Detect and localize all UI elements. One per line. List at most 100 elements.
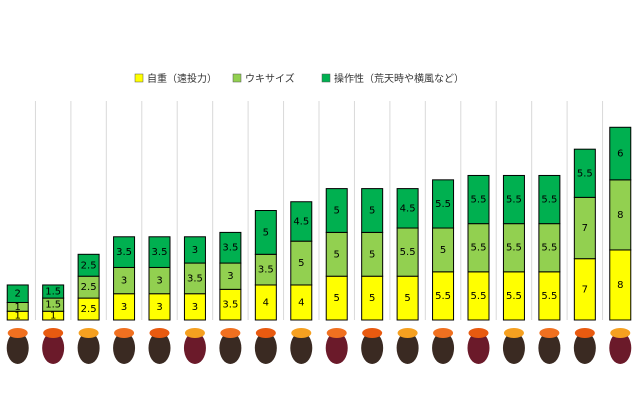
- data-label: 5: [369, 293, 375, 304]
- float-top: [539, 328, 560, 338]
- data-label: 8: [617, 280, 623, 291]
- bar-segment: [325, 188, 348, 233]
- data-label: 8: [617, 210, 623, 221]
- legend-label: ウキサイズ: [245, 72, 295, 85]
- bar-segment: [432, 179, 455, 229]
- float-top: [291, 328, 312, 338]
- data-label: 3.5: [116, 247, 132, 258]
- data-label: 3: [156, 302, 162, 313]
- data-label: 5: [369, 249, 375, 260]
- data-label: 3: [121, 302, 127, 313]
- bar-segment: [290, 201, 313, 242]
- data-label: 5.5: [471, 243, 487, 254]
- data-label: 5.5: [506, 291, 522, 302]
- data-label: 3.5: [222, 243, 238, 254]
- float-body: [325, 332, 348, 364]
- data-label: 5.5: [435, 291, 451, 302]
- bar-segment: [183, 236, 206, 264]
- float-body: [290, 332, 313, 364]
- data-label: 7: [582, 284, 588, 295]
- bar-segment: [502, 174, 525, 225]
- float-body: [113, 332, 136, 364]
- float-top: [397, 328, 418, 338]
- data-label: 5.5: [541, 291, 557, 302]
- legend-swatch: [321, 73, 331, 83]
- float-body: [254, 332, 277, 364]
- float-body: [361, 332, 384, 364]
- float-body: [148, 332, 171, 364]
- float-top: [574, 328, 595, 338]
- data-label: 2: [15, 289, 21, 300]
- data-label: 6: [617, 149, 623, 160]
- legend-label: 自重（遠投力）: [147, 72, 217, 85]
- float-body: [77, 332, 100, 364]
- bar-segment: [538, 174, 561, 225]
- bar-segment: [573, 148, 596, 198]
- bar-segment: [113, 236, 136, 268]
- float-top: [610, 328, 631, 338]
- data-label: 3.5: [258, 265, 274, 276]
- data-label: 5.5: [577, 168, 593, 179]
- bar-segment: [77, 253, 100, 277]
- float-top: [468, 328, 489, 338]
- float-body: [183, 332, 206, 364]
- float-top: [184, 328, 205, 338]
- bar-segment: [6, 284, 29, 303]
- bar-segment: [467, 174, 490, 225]
- data-label: 3: [192, 245, 198, 256]
- data-label: 5.5: [471, 291, 487, 302]
- data-label: 5: [263, 227, 269, 238]
- bar-segment: [42, 284, 65, 299]
- float-body: [609, 332, 632, 364]
- data-label: 4: [298, 297, 304, 308]
- bar-segment: [254, 210, 277, 255]
- data-label: 4.5: [400, 203, 416, 214]
- float-top: [149, 328, 170, 338]
- float-top: [220, 328, 241, 338]
- bar-segment: [361, 188, 384, 233]
- data-label: 3.5: [187, 273, 203, 284]
- float-body: [219, 332, 242, 364]
- bar-segment: [609, 126, 632, 181]
- data-label: 3: [121, 276, 127, 287]
- data-label: 5.5: [471, 195, 487, 206]
- data-label: 3: [156, 276, 162, 287]
- float-body: [502, 332, 525, 364]
- float-top: [362, 328, 383, 338]
- float-body: [6, 332, 29, 364]
- float-body: [396, 332, 419, 364]
- bar-segment: [396, 188, 419, 229]
- data-label: 1.5: [45, 287, 61, 298]
- data-label: 5.5: [435, 199, 451, 210]
- bar-segment: [148, 236, 171, 268]
- data-label: 5.5: [506, 243, 522, 254]
- data-label: 3.5: [152, 247, 168, 258]
- float-top: [326, 328, 347, 338]
- data-label: 5: [369, 206, 375, 217]
- legend-label: 操作性（荒天時や横風など）: [334, 72, 464, 85]
- legend-swatch: [134, 73, 144, 83]
- data-label: 1: [50, 311, 56, 322]
- data-label: 2.5: [81, 304, 97, 315]
- float-top: [433, 328, 454, 338]
- float-body: [42, 332, 65, 364]
- legend-swatch: [232, 73, 242, 83]
- data-label: 3: [192, 302, 198, 313]
- bar-segment: [219, 231, 242, 264]
- data-label: 5: [334, 293, 340, 304]
- data-label: 5.5: [541, 243, 557, 254]
- float-top: [114, 328, 135, 338]
- data-label: 1.5: [45, 300, 61, 311]
- float-top: [503, 328, 524, 338]
- float-top: [78, 328, 99, 338]
- data-label: 1: [15, 302, 21, 313]
- data-label: 3: [227, 271, 233, 282]
- float-top: [255, 328, 276, 338]
- data-label: 5: [440, 245, 446, 256]
- data-label: 4.5: [293, 216, 309, 227]
- data-label: 5: [334, 206, 340, 217]
- data-label: 5: [298, 258, 304, 269]
- data-label: 5: [404, 293, 410, 304]
- data-label: 4: [263, 297, 269, 308]
